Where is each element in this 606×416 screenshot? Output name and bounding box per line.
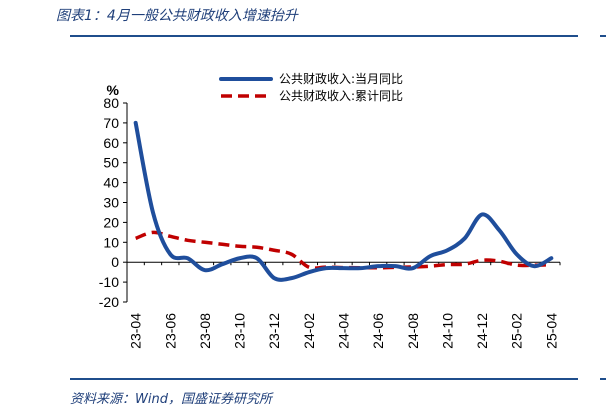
x-tick-label: 23-12 <box>266 313 282 349</box>
series-line-monthly-yoy <box>133 120 554 282</box>
x-tick-label: 25-04 <box>543 313 559 349</box>
y-tick-label: 80 <box>103 95 119 111</box>
x-tick-label: 25-02 <box>509 313 525 349</box>
title-divider-edge <box>600 35 606 37</box>
source-divider-edge <box>600 378 606 380</box>
x-tick-label: 23-04 <box>128 313 144 349</box>
x-tick-label: 23-10 <box>232 313 248 349</box>
x-tick-label: 24-06 <box>370 313 386 349</box>
legend-label: 公共财政收入:累计同比 <box>279 89 403 103</box>
x-tick-label: 24-08 <box>405 313 421 349</box>
y-tick-label: 30 <box>103 195 119 211</box>
x-tick-label: 24-02 <box>301 313 317 349</box>
series-layer <box>133 120 554 282</box>
figure-title: 图表1：4月一般公共财政收入增速抬升 <box>56 8 298 24</box>
y-tick-label: 10 <box>103 234 119 250</box>
title-divider <box>70 35 578 37</box>
y-axis-unit: % <box>107 82 120 98</box>
y-tick-label: 0 <box>111 254 119 270</box>
legend-label: 公共财政收入:当月同比 <box>279 72 403 86</box>
source-note: 资料来源：Wind，国盛证券研究所 <box>70 392 272 407</box>
y-tick-label: 50 <box>103 155 119 171</box>
x-tick-label: 23-06 <box>162 313 178 349</box>
x-tick-label: 24-10 <box>439 313 455 349</box>
y-tick-label: 20 <box>103 214 119 230</box>
y-tick-label: 40 <box>103 175 119 191</box>
source-divider <box>70 378 578 380</box>
x-tick-label: 23-08 <box>197 313 213 349</box>
y-tick-label: -20 <box>99 294 119 310</box>
series-line-cumulative-yoy <box>135 230 552 270</box>
x-tick-label: 24-04 <box>336 313 352 349</box>
chart-axes: 80 70 60 50 40 30 20 10 0 -10 -20% 23-04 23-06 23-08 2… <box>99 82 561 349</box>
y-tick-label: -10 <box>99 274 119 290</box>
y-tick-label: 70 <box>103 115 119 131</box>
x-tick-label: 24-12 <box>474 313 490 349</box>
y-tick-label: 60 <box>103 135 119 151</box>
